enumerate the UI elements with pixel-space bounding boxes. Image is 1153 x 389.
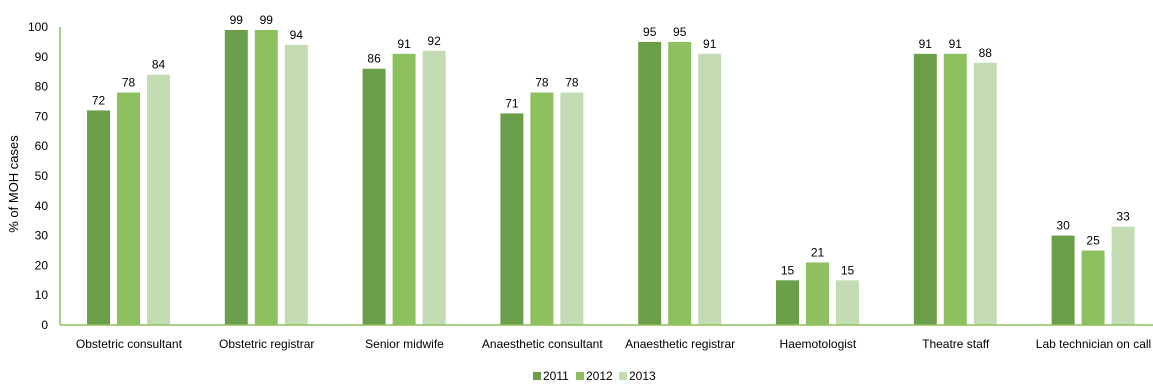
bar-2012-4 — [668, 41, 692, 326]
data-label: 78 — [122, 76, 136, 90]
y-tick-label: 80 — [35, 80, 49, 94]
legend-label: 2013 — [629, 369, 656, 383]
y-axis-label: % of MOH cases — [6, 135, 21, 233]
category-label: Anaesthetic consultant — [482, 337, 603, 351]
data-label: 15 — [781, 263, 795, 277]
bar-2013-1 — [284, 44, 308, 325]
data-label: 84 — [152, 58, 166, 72]
legend-swatch-2013 — [619, 372, 627, 380]
data-label: 91 — [949, 37, 963, 51]
bar-2013-6 — [973, 62, 997, 325]
legend-swatch-2011 — [533, 372, 541, 380]
bar-2012-2 — [392, 53, 416, 325]
bar-2012-3 — [530, 92, 554, 325]
axes — [59, 27, 1153, 326]
bar-2011-1 — [224, 29, 248, 325]
y-tick-label: 30 — [35, 229, 49, 243]
data-label: 25 — [1086, 234, 1100, 248]
data-label: 78 — [535, 76, 549, 90]
bar-2012-0 — [117, 92, 140, 325]
bar-2013-3 — [560, 92, 584, 325]
y-tick-label: 10 — [35, 288, 49, 302]
data-label: 72 — [92, 93, 106, 107]
y-tick-label: 50 — [35, 169, 49, 183]
y-tick-label: 100 — [28, 20, 48, 34]
y-tick-label: 20 — [35, 258, 49, 272]
bar-2013-0 — [147, 74, 170, 326]
data-label: 88 — [979, 46, 993, 60]
y-tick-label: 40 — [35, 199, 49, 213]
data-label: 30 — [1056, 219, 1070, 233]
data-label: 78 — [565, 76, 579, 90]
y-tick-label: 90 — [35, 50, 49, 64]
bar-2012-5 — [806, 262, 829, 325]
data-label: 94 — [290, 28, 304, 42]
bar-2013-2 — [422, 50, 446, 326]
category-label: Senior midwife — [365, 337, 444, 351]
data-label: 71 — [505, 96, 519, 110]
legend-label: 2012 — [586, 369, 613, 383]
legend: 2011 2012 2013 — [533, 369, 656, 383]
bar-2011-0 — [87, 110, 110, 325]
data-label: 95 — [643, 25, 657, 39]
y-tick-label: 0 — [41, 318, 48, 332]
data-label: 91 — [703, 37, 717, 51]
data-label: 99 — [230, 13, 244, 27]
data-label: 91 — [919, 37, 933, 51]
data-labels: 72 78 84 99 99 94 86 91 92 71 78 78 95 95 91 15 21 15 91 91… — [92, 13, 1130, 277]
category-label: Obstetric registrar — [219, 337, 314, 351]
data-label: 86 — [367, 52, 381, 66]
category-label: Anaesthetic registrar — [625, 337, 735, 351]
legend-label: 2011 — [543, 369, 569, 383]
bar-2011-5 — [776, 280, 799, 325]
bar-2011-6 — [913, 53, 937, 325]
bars — [87, 29, 1135, 326]
category-label: Lab technician on call — [1036, 337, 1151, 351]
data-label: 99 — [260, 13, 274, 27]
category-label: Haemotologist — [780, 337, 857, 351]
bar-2011-3 — [500, 113, 524, 325]
bar-2013-7 — [1111, 226, 1135, 325]
data-label: 33 — [1116, 210, 1130, 224]
y-axis-ticks: 0 10 20 30 40 50 60 70 80 90 100 — [28, 20, 48, 332]
bar-2013-5 — [836, 280, 859, 325]
data-label: 92 — [427, 34, 441, 48]
data-label: 15 — [841, 263, 855, 277]
bar-2012-1 — [254, 29, 278, 325]
bar-2013-4 — [698, 53, 722, 325]
bar-2011-7 — [1051, 235, 1075, 325]
x-axis-categories: Obstetric consultant Obstetric registrar S… — [76, 337, 1151, 351]
bar-2011-2 — [362, 68, 386, 325]
y-tick-label: 70 — [35, 109, 49, 123]
bar-2011-4 — [638, 41, 662, 326]
data-label: 91 — [397, 37, 411, 51]
data-label: 21 — [811, 245, 825, 259]
y-tick-label: 60 — [35, 139, 49, 153]
legend-swatch-2012 — [576, 372, 584, 380]
category-label: Obstetric consultant — [76, 337, 183, 351]
data-label: 95 — [673, 25, 687, 39]
bar-2012-6 — [943, 53, 967, 325]
category-label: Theatre staff — [922, 337, 990, 351]
bar-2012-7 — [1081, 250, 1105, 325]
